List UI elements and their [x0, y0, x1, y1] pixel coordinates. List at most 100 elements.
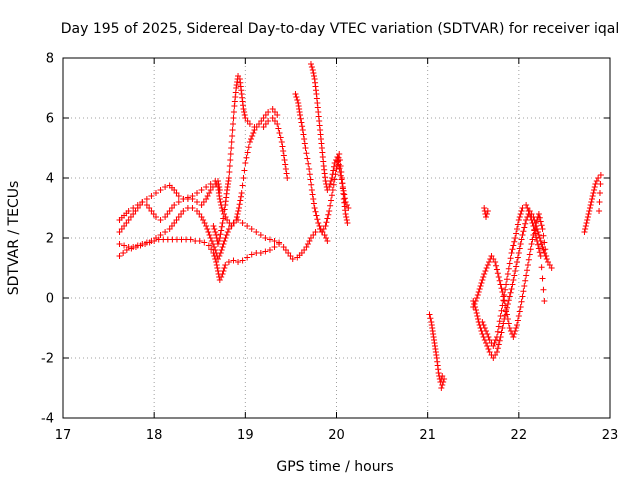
- plot-frame: [62, 57, 611, 419]
- data-point: [201, 239, 208, 246]
- data-point: [481, 271, 488, 277]
- data-point: [503, 276, 510, 283]
- data-point: [323, 235, 330, 241]
- data-point: [284, 175, 291, 181]
- data-point: [474, 292, 481, 298]
- data-point: [233, 214, 240, 220]
- x-tick-label: 21: [419, 428, 436, 443]
- data-point: [502, 286, 509, 293]
- data-point: [304, 155, 311, 162]
- data-point: [518, 298, 525, 305]
- data-point: [225, 259, 232, 265]
- data-point: [595, 175, 602, 181]
- data-point: [503, 281, 510, 288]
- y-tick-label: -2: [41, 352, 54, 367]
- data-point: [510, 277, 517, 283]
- data-point: [208, 238, 215, 244]
- data-point: [223, 232, 230, 238]
- data-point: [251, 124, 258, 130]
- data-point: [271, 238, 278, 244]
- data-point: [209, 241, 216, 247]
- data-point: [531, 226, 538, 233]
- data-point: [591, 184, 598, 190]
- x-tick-label: 17: [55, 428, 72, 443]
- data-point: [588, 196, 595, 202]
- data-point: [121, 242, 128, 249]
- data-point: [512, 235, 519, 241]
- data-point: [343, 202, 350, 208]
- data-point: [221, 238, 228, 244]
- data-point: [504, 271, 511, 277]
- data-point: [329, 171, 336, 178]
- data-point: [308, 181, 315, 188]
- data-point: [225, 175, 232, 181]
- data-point: [257, 232, 264, 238]
- data-point: [596, 199, 603, 205]
- data-point: [238, 193, 245, 200]
- data-point: [505, 320, 512, 327]
- data-point: [494, 328, 501, 335]
- data-point: [214, 265, 221, 271]
- data-point: [493, 349, 500, 355]
- data-point: [518, 236, 525, 243]
- data-point: [162, 184, 169, 190]
- data-point: [472, 307, 479, 313]
- data-point: [279, 143, 286, 150]
- data-point: [504, 316, 511, 322]
- data-point: [345, 205, 352, 211]
- data-point: [189, 196, 196, 202]
- data-point: [486, 259, 493, 265]
- data-point: [214, 178, 221, 184]
- data-point: [482, 268, 489, 274]
- data-point: [484, 262, 491, 268]
- data-point: [162, 229, 169, 235]
- data-point: [125, 208, 132, 214]
- data-point: [143, 239, 150, 246]
- data-point: [525, 256, 532, 263]
- data-point: [213, 262, 220, 268]
- data-point: [513, 230, 520, 237]
- data-point: [216, 184, 223, 190]
- data-point: [528, 217, 535, 223]
- data-point: [426, 311, 433, 318]
- data-point: [276, 130, 283, 136]
- data-point: [521, 283, 528, 289]
- data-point: [325, 211, 332, 218]
- y-tick-label: 4: [46, 172, 54, 187]
- data-point: [483, 211, 490, 217]
- data-point: [495, 274, 502, 280]
- data-point: [189, 205, 196, 211]
- data-point: [516, 214, 523, 220]
- data-point: [148, 193, 155, 199]
- data-point: [210, 223, 217, 229]
- data-point: [521, 224, 528, 231]
- data-point: [282, 166, 289, 172]
- data-point: [301, 136, 308, 142]
- data-point: [507, 289, 514, 296]
- data-point: [322, 223, 329, 229]
- data-point: [234, 211, 241, 217]
- data-point: [538, 264, 545, 271]
- data-point: [335, 161, 342, 168]
- data-point: [496, 318, 503, 325]
- data-point: [514, 226, 521, 232]
- y-tick-label: 8: [46, 52, 54, 67]
- data-point: [493, 262, 500, 269]
- data-point: [344, 220, 351, 226]
- data-point: [274, 112, 281, 118]
- data-point: [497, 281, 504, 288]
- data-point: [496, 277, 503, 284]
- data-point: [427, 315, 434, 322]
- data-point: [216, 253, 223, 259]
- data-point: [219, 244, 226, 250]
- data-point: [342, 199, 349, 205]
- data-point: [514, 317, 521, 324]
- data-point: [592, 181, 599, 187]
- data-point: [537, 218, 544, 225]
- data-point: [253, 229, 260, 235]
- data-point: [473, 310, 480, 316]
- data-point: [328, 175, 335, 181]
- data-point: [514, 254, 521, 261]
- data-point: [481, 205, 488, 211]
- data-point: [583, 220, 590, 226]
